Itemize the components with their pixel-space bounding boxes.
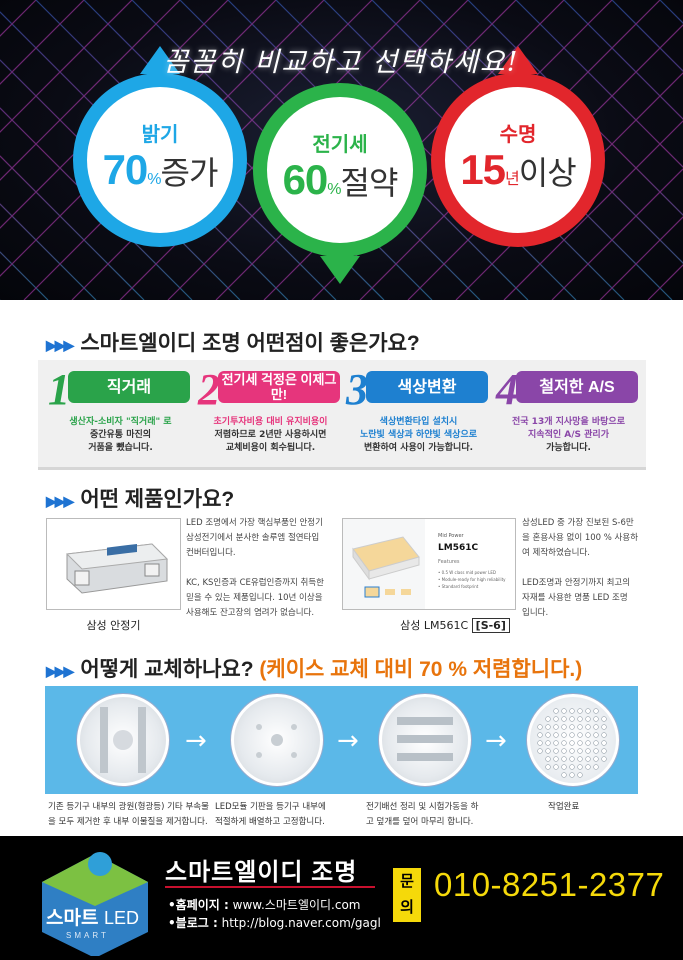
electricity-label: 전기세 60%절약 xyxy=(282,134,399,203)
ballast-illustration xyxy=(65,543,169,594)
triple-arrow-icon: ▶▶▶ xyxy=(46,493,74,509)
led-chip-image: Mid Power LM561C Features • 0.5 W class … xyxy=(342,518,516,610)
footer: 스마트 LED SMART xyxy=(0,836,683,960)
homepage-line: •홈페이지 : www.스마트엘이디.com xyxy=(168,898,361,912)
ballast-caption: 삼성 안정기 xyxy=(86,619,141,632)
step-arrow-icon: → xyxy=(337,726,359,756)
products-heading: ▶▶▶ 어떤 제품인가요? xyxy=(46,488,235,511)
step-arrow-icon: → xyxy=(485,726,507,756)
up-arrow-icon xyxy=(498,46,538,74)
down-arrow-icon xyxy=(320,256,360,284)
ballast-description: LED 조명에서 가장 핵심부품인 안정기 삼성전기에서 분사한 솔루엠 절연타입… xyxy=(186,518,324,618)
led-chip-description: 삼성LED 중 가장 진보된 S-6만 을 혼용사용 없이 100 % 사용하 여 … xyxy=(522,518,639,618)
feature-after-service: 4 철저한 A/S 전국 13개 지사망을 바탕으로 지속적인 A/S 관리가 가능… xyxy=(496,365,641,468)
features-panel: 1 직거래 생산자-소비자 "직거래" 로 중간유통 마진의 거품을 뺐습니다. 2… xyxy=(38,360,646,470)
hero-title: 꼼꼼히 비교하고 선택하세요! xyxy=(163,47,520,78)
triple-arrow-icon: ▶▶▶ xyxy=(46,337,74,353)
feature-direct-trade: 1 직거래 생산자-소비자 "직거래" 로 중간유통 마진의 거품을 뺐습니다. xyxy=(48,365,193,468)
feature-electricity: 2 전기세 걱정은 이제그만! 초기투자비용 대비 유지비용이 저렴하므로 2년만… xyxy=(198,365,343,468)
step-4-description: 작업완료 xyxy=(548,802,580,812)
hero-banner: 꼼꼼히 비교하고 선택하세요! 밝기 70%증가 전기세 60%절약 수명 15… xyxy=(0,0,683,300)
svg-text:SMART: SMART xyxy=(66,931,109,940)
features-heading: ▶▶▶ 스마트엘이디 조명 어떤점이 좋은가요? xyxy=(46,332,420,355)
led-chip-caption: 삼성 LM561C [S-6] xyxy=(380,617,530,633)
ballast-image xyxy=(46,518,181,610)
step-2-description: LED모듈 기판을 등기구 내부에 적절하게 배열하고 고정합니다. xyxy=(215,802,326,827)
led-chip-illustration xyxy=(343,519,425,609)
circles-graphic xyxy=(73,46,605,284)
step-3-image xyxy=(379,694,471,786)
lifespan-label: 수명 15년이상 xyxy=(460,124,576,193)
homepage-link[interactable]: www.스마트엘이디.com xyxy=(232,898,361,912)
step-2-image xyxy=(231,694,323,786)
feature-color-change: 3 색상변환 색상변환타입 설치시 노란빛 색상과 하얀빛 색상으로 변환하여 사용… xyxy=(346,365,491,468)
svg-text:스마트: 스마트 xyxy=(46,907,98,929)
brightness-label: 밝기 70%증가 xyxy=(102,124,219,193)
replace-heading: ▶▶▶ 어떻게 교체하나요? (케이스 교체 대비 70 % 저렴합니다.) xyxy=(46,658,583,681)
step-4-image xyxy=(527,694,619,786)
phone-number[interactable]: 010-8251-2377 xyxy=(434,866,665,903)
brand-name: 스마트엘이디 조명 xyxy=(165,859,358,886)
step-1-description: 기존 등기구 내부의 광원(형광등) 기타 부속물 을 모두 제거한 후 내부 이… xyxy=(48,802,209,827)
smart-led-logo: 스마트 LED SMART xyxy=(42,852,148,956)
blog-link[interactable]: http://blog.naver.com/gagl xyxy=(221,916,381,930)
replace-steps-panel: → → → xyxy=(45,686,638,794)
step-arrow-icon: → xyxy=(185,726,207,756)
up-arrow-icon xyxy=(140,46,180,74)
svg-text:LED: LED xyxy=(104,908,139,928)
triple-arrow-icon: ▶▶▶ xyxy=(46,663,74,679)
blog-line: •블로그 : http://blog.naver.com/gagl xyxy=(168,916,381,930)
step-1-image xyxy=(77,694,169,786)
